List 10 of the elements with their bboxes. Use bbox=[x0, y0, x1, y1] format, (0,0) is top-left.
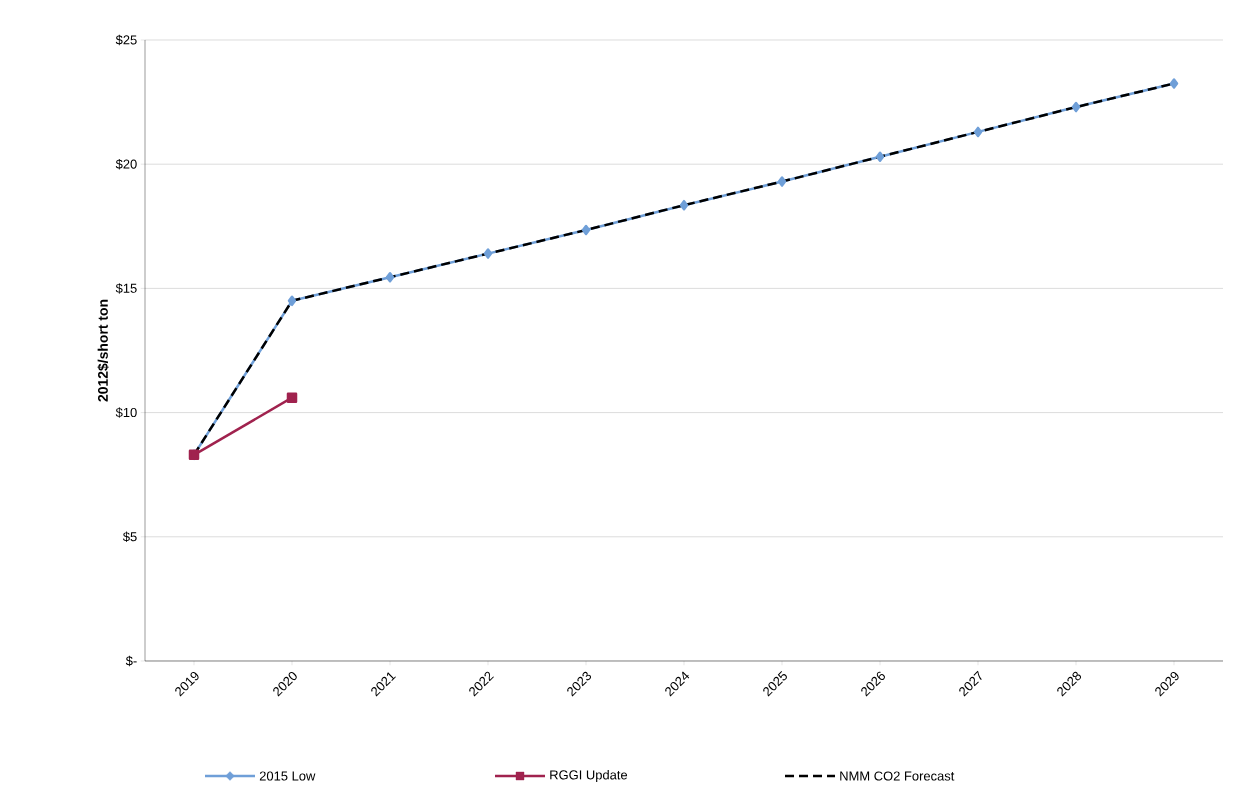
y-tick-label: $- bbox=[125, 655, 137, 667]
y-tick-label: $25 bbox=[115, 34, 137, 46]
legend-label: 2015 Low bbox=[259, 771, 316, 781]
y-tick-label: $20 bbox=[115, 158, 137, 170]
y-tick-label: $10 bbox=[115, 407, 137, 418]
legend-label: RGGI Update bbox=[550, 769, 628, 783]
legend-label: NMM CO2 Forecast bbox=[840, 771, 955, 781]
y-tick-label: $15 bbox=[115, 283, 137, 294]
y-axis-title: 2012$/short ton bbox=[97, 299, 109, 402]
y-tick-label: $5 bbox=[122, 531, 137, 543]
